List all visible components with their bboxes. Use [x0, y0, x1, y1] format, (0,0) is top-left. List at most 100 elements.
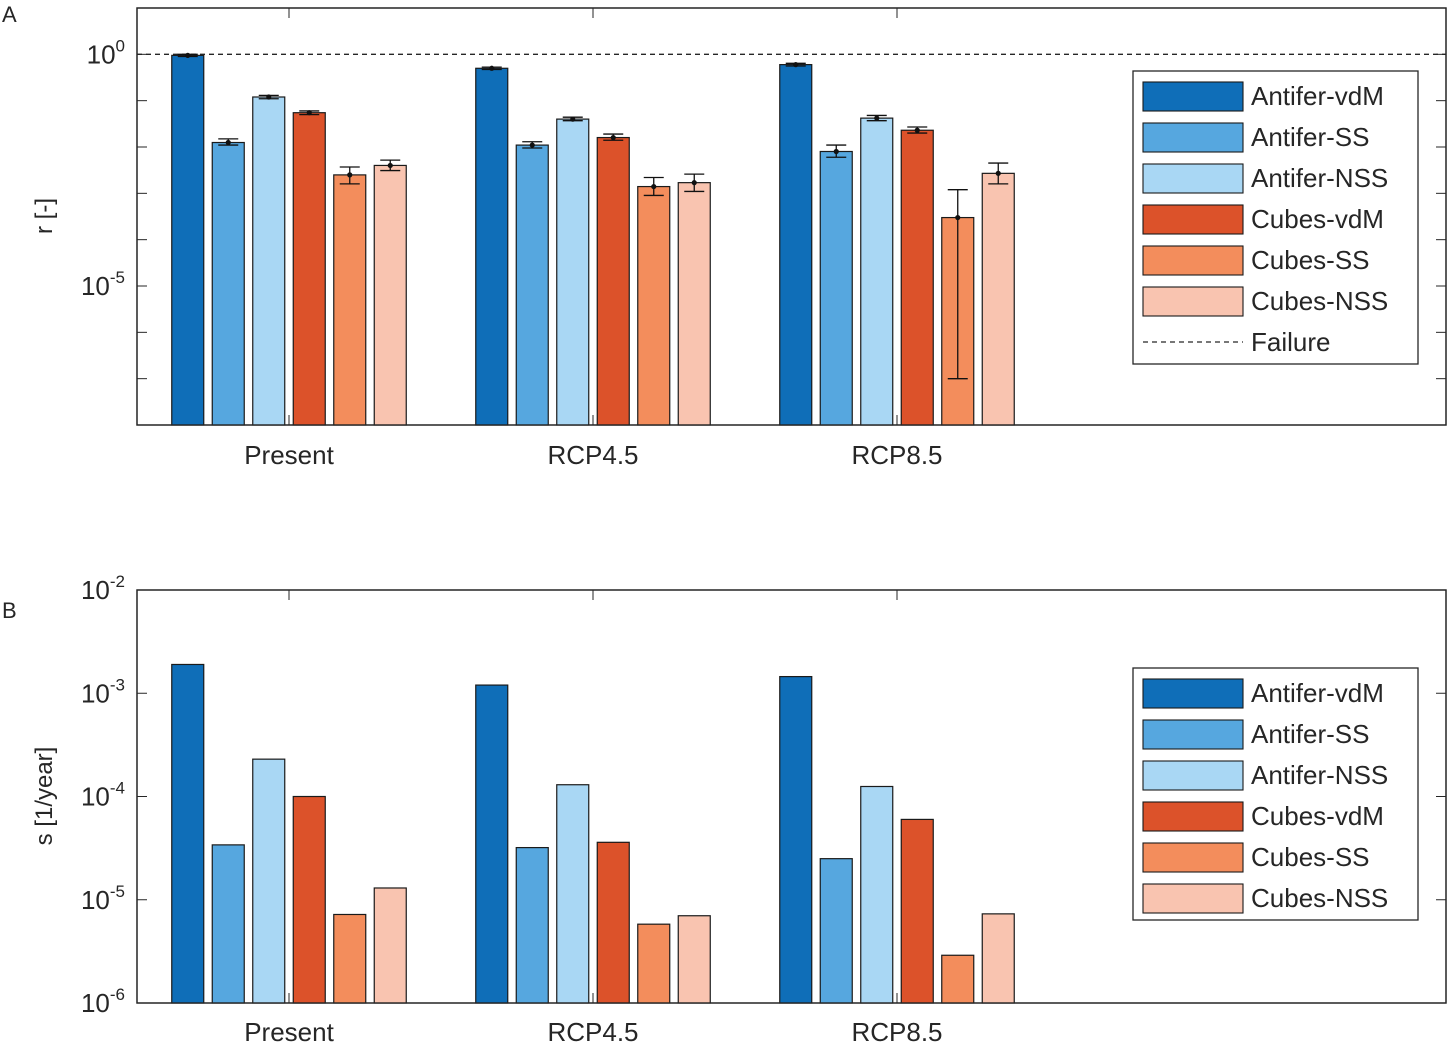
error-center-dot: [529, 142, 535, 148]
y-tick-exponent: -3: [110, 675, 125, 694]
x-tick-label: RCP8.5: [851, 1017, 942, 1047]
y-tick-label: 10-3: [81, 675, 125, 708]
legend-label: Antifer-SS: [1251, 719, 1370, 749]
error-center-dot: [306, 110, 312, 116]
error-center-dot: [793, 62, 799, 68]
legend-swatch: [1142, 719, 1244, 750]
bar-antifer-nss-present: [252, 96, 286, 426]
error-center-dot: [914, 127, 920, 133]
bar-antifer-vdm-rcp85: [779, 64, 813, 426]
bar-antifer-nss-present: [252, 758, 286, 1004]
bar-cubes-nss-rcp45: [677, 182, 711, 426]
x-tick-label: RCP4.5: [547, 1017, 638, 1047]
bar-antifer-ss-rcp45: [515, 846, 549, 1004]
bar-antifer-vdm-rcp45: [475, 684, 509, 1004]
legend-swatch: [1142, 842, 1244, 873]
x-tick-label: Present: [244, 1017, 334, 1047]
y-axis-label: s [1/year]: [31, 747, 58, 846]
legend-swatch: [1142, 760, 1244, 791]
bar-antifer-vdm-present: [171, 663, 205, 1004]
x-tick-label: RCP4.5: [547, 440, 638, 470]
legend-swatch: [1142, 122, 1244, 153]
y-tick-base: 10: [81, 271, 110, 301]
legend-label: Antifer-NSS: [1251, 760, 1388, 790]
bar-cubes-ss-rcp45: [637, 185, 671, 426]
legend-label: Cubes-SS: [1251, 245, 1370, 275]
y-tick-base: 10: [87, 39, 116, 69]
bar-cubes-nss-rcp85: [981, 913, 1015, 1004]
y-tick-exponent: -6: [110, 985, 125, 1004]
y-tick-label: 10-4: [81, 779, 125, 812]
y-tick-exponent: -5: [110, 882, 125, 901]
legend-swatch: [1142, 801, 1244, 832]
legend-label: Antifer-NSS: [1251, 163, 1388, 193]
y-tick-base: 10: [81, 678, 110, 708]
panel-label-b: B: [2, 598, 17, 623]
error-center-dot: [833, 148, 839, 155]
legend-label: Failure: [1251, 327, 1330, 357]
bar-cubes-nss-rcp85: [981, 172, 1015, 426]
y-tick-exponent: 0: [116, 36, 125, 55]
bar-cubes-vdm-rcp85: [900, 129, 934, 426]
error-center-dot: [347, 172, 353, 178]
bar-antifer-ss-present: [211, 844, 245, 1004]
y-tick-label: 100: [87, 36, 125, 69]
bar-antifer-nss-rcp45: [556, 118, 590, 426]
legend-swatch: [1142, 883, 1244, 914]
bar-antifer-vdm-rcp45: [475, 67, 509, 426]
y-tick-base: 10: [81, 988, 110, 1018]
bar-cubes-nss-present: [373, 164, 407, 426]
bar-cubes-nss-rcp45: [677, 915, 711, 1004]
plot-frame: [136, 7, 1447, 426]
legend-swatch: [1142, 81, 1244, 112]
legend-swatch: [1142, 678, 1244, 709]
bar-cubes-ss-present: [333, 913, 367, 1004]
error-center-dot: [995, 170, 1001, 176]
legend-label: Cubes-NSS: [1251, 883, 1388, 913]
legend-label: Cubes-vdM: [1251, 801, 1384, 831]
legend-label: Cubes-NSS: [1251, 286, 1388, 316]
bar-antifer-nss-rcp45: [556, 784, 590, 1004]
panel-label-a: A: [2, 2, 17, 27]
bar-cubes-ss-present: [333, 174, 367, 426]
bar-antifer-ss-rcp85: [819, 150, 853, 426]
legend-swatch: [1142, 245, 1244, 276]
y-tick-label: 10-2: [81, 572, 125, 605]
error-center-dot: [691, 180, 697, 186]
bar-cubes-vdm-present: [292, 112, 326, 426]
bar-antifer-vdm-present: [171, 54, 205, 426]
legend-label: Antifer-SS: [1251, 122, 1370, 152]
error-center-dot: [570, 116, 576, 122]
error-center-dot: [955, 214, 961, 221]
bar-cubes-ss-rcp45: [637, 923, 671, 1004]
legend-label: Cubes-SS: [1251, 842, 1370, 872]
error-center-dot: [387, 162, 393, 169]
plot-frame: [136, 589, 1447, 1004]
legend-swatch: [1142, 286, 1244, 317]
y-tick-exponent: -4: [110, 779, 125, 798]
y-tick-label: 10-5: [81, 882, 125, 915]
y-tick-label: 10-5: [81, 268, 125, 301]
bar-cubes-vdm-present: [292, 795, 326, 1004]
bar-cubes-vdm-rcp45: [596, 841, 630, 1004]
y-tick-exponent: -2: [110, 572, 125, 591]
legend-label: Antifer-vdM: [1251, 678, 1384, 708]
chart-panel-b: 10-210-310-410-510-6s [1/year]Present RCP…: [31, 572, 1447, 1047]
y-tick-base: 10: [81, 575, 110, 605]
bar-antifer-nss-rcp85: [860, 117, 894, 426]
bar-cubes-vdm-rcp45: [596, 136, 630, 426]
error-center-dot: [185, 52, 191, 58]
y-tick-label: 10-6: [81, 985, 125, 1018]
x-tick-label: RCP8.5: [851, 440, 942, 470]
bar-antifer-ss-rcp85: [819, 858, 853, 1004]
legend-swatch: [1142, 204, 1244, 235]
bar-cubes-nss-present: [373, 887, 407, 1004]
error-center-dot: [489, 65, 495, 71]
error-center-dot: [266, 94, 272, 100]
bar-antifer-nss-rcp85: [860, 785, 894, 1004]
y-axis-label: r [-]: [31, 198, 58, 234]
legend-label: Cubes-vdM: [1251, 204, 1384, 234]
error-center-dot: [651, 183, 657, 190]
